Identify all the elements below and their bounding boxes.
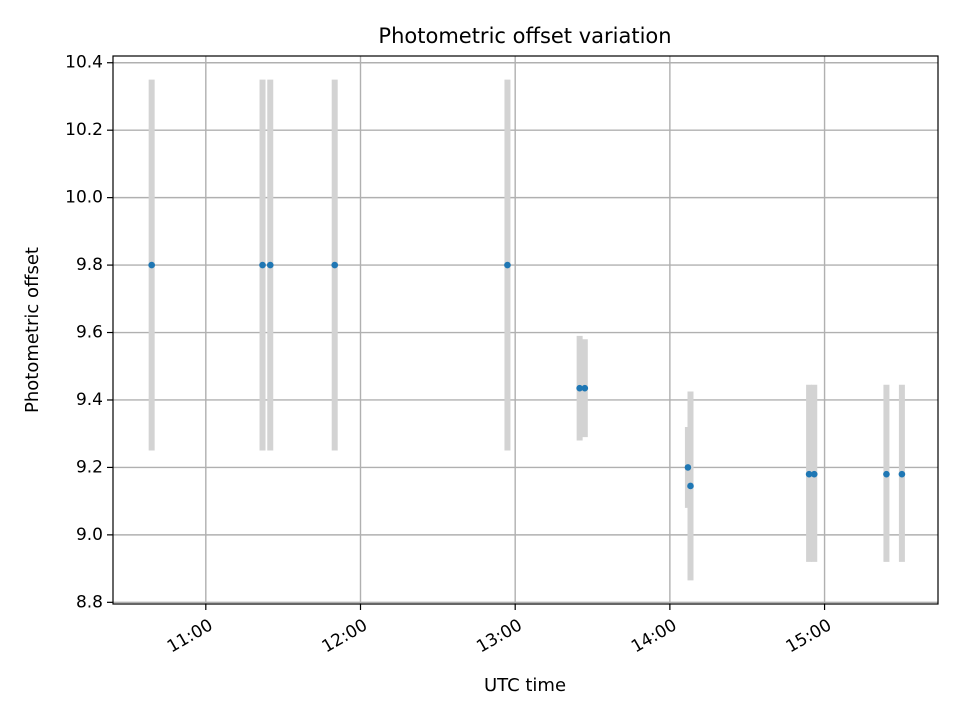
x-axis-label: UTC time	[484, 675, 566, 696]
y-tick-label: 9.4	[76, 390, 103, 410]
data-point	[259, 261, 266, 269]
y-tick-label: 8.8	[76, 592, 103, 612]
data-point	[898, 470, 906, 478]
data-point	[684, 464, 692, 471]
y-tick-label: 10.4	[65, 53, 103, 73]
data-point	[504, 261, 511, 269]
data-point	[576, 384, 583, 392]
data-point	[883, 470, 890, 478]
y-axis-label: Photometric offset	[22, 247, 43, 413]
y-tick-label: 9.8	[76, 255, 103, 275]
data-point	[810, 470, 818, 478]
y-tick-label: 9.2	[76, 457, 103, 477]
data-point	[805, 470, 813, 478]
data-point	[331, 261, 339, 269]
plot-frame	[112, 55, 939, 605]
data-point	[148, 261, 155, 269]
y-tick-label: 9.6	[76, 323, 103, 343]
chart-title: Photometric offset variation	[378, 24, 671, 48]
y-tick-label: 10.2	[65, 120, 103, 140]
data-point	[581, 384, 589, 392]
grid	[113, 56, 938, 604]
data-points	[148, 261, 906, 490]
data-point	[266, 261, 274, 269]
data-point	[687, 482, 694, 490]
y-tick-label: 10.0	[65, 188, 103, 208]
y-tick-label: 9.0	[76, 525, 103, 545]
